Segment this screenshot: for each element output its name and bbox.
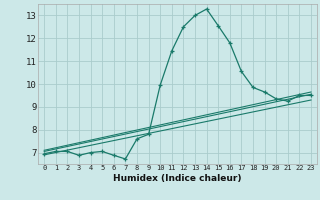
X-axis label: Humidex (Indice chaleur): Humidex (Indice chaleur) [113, 174, 242, 183]
